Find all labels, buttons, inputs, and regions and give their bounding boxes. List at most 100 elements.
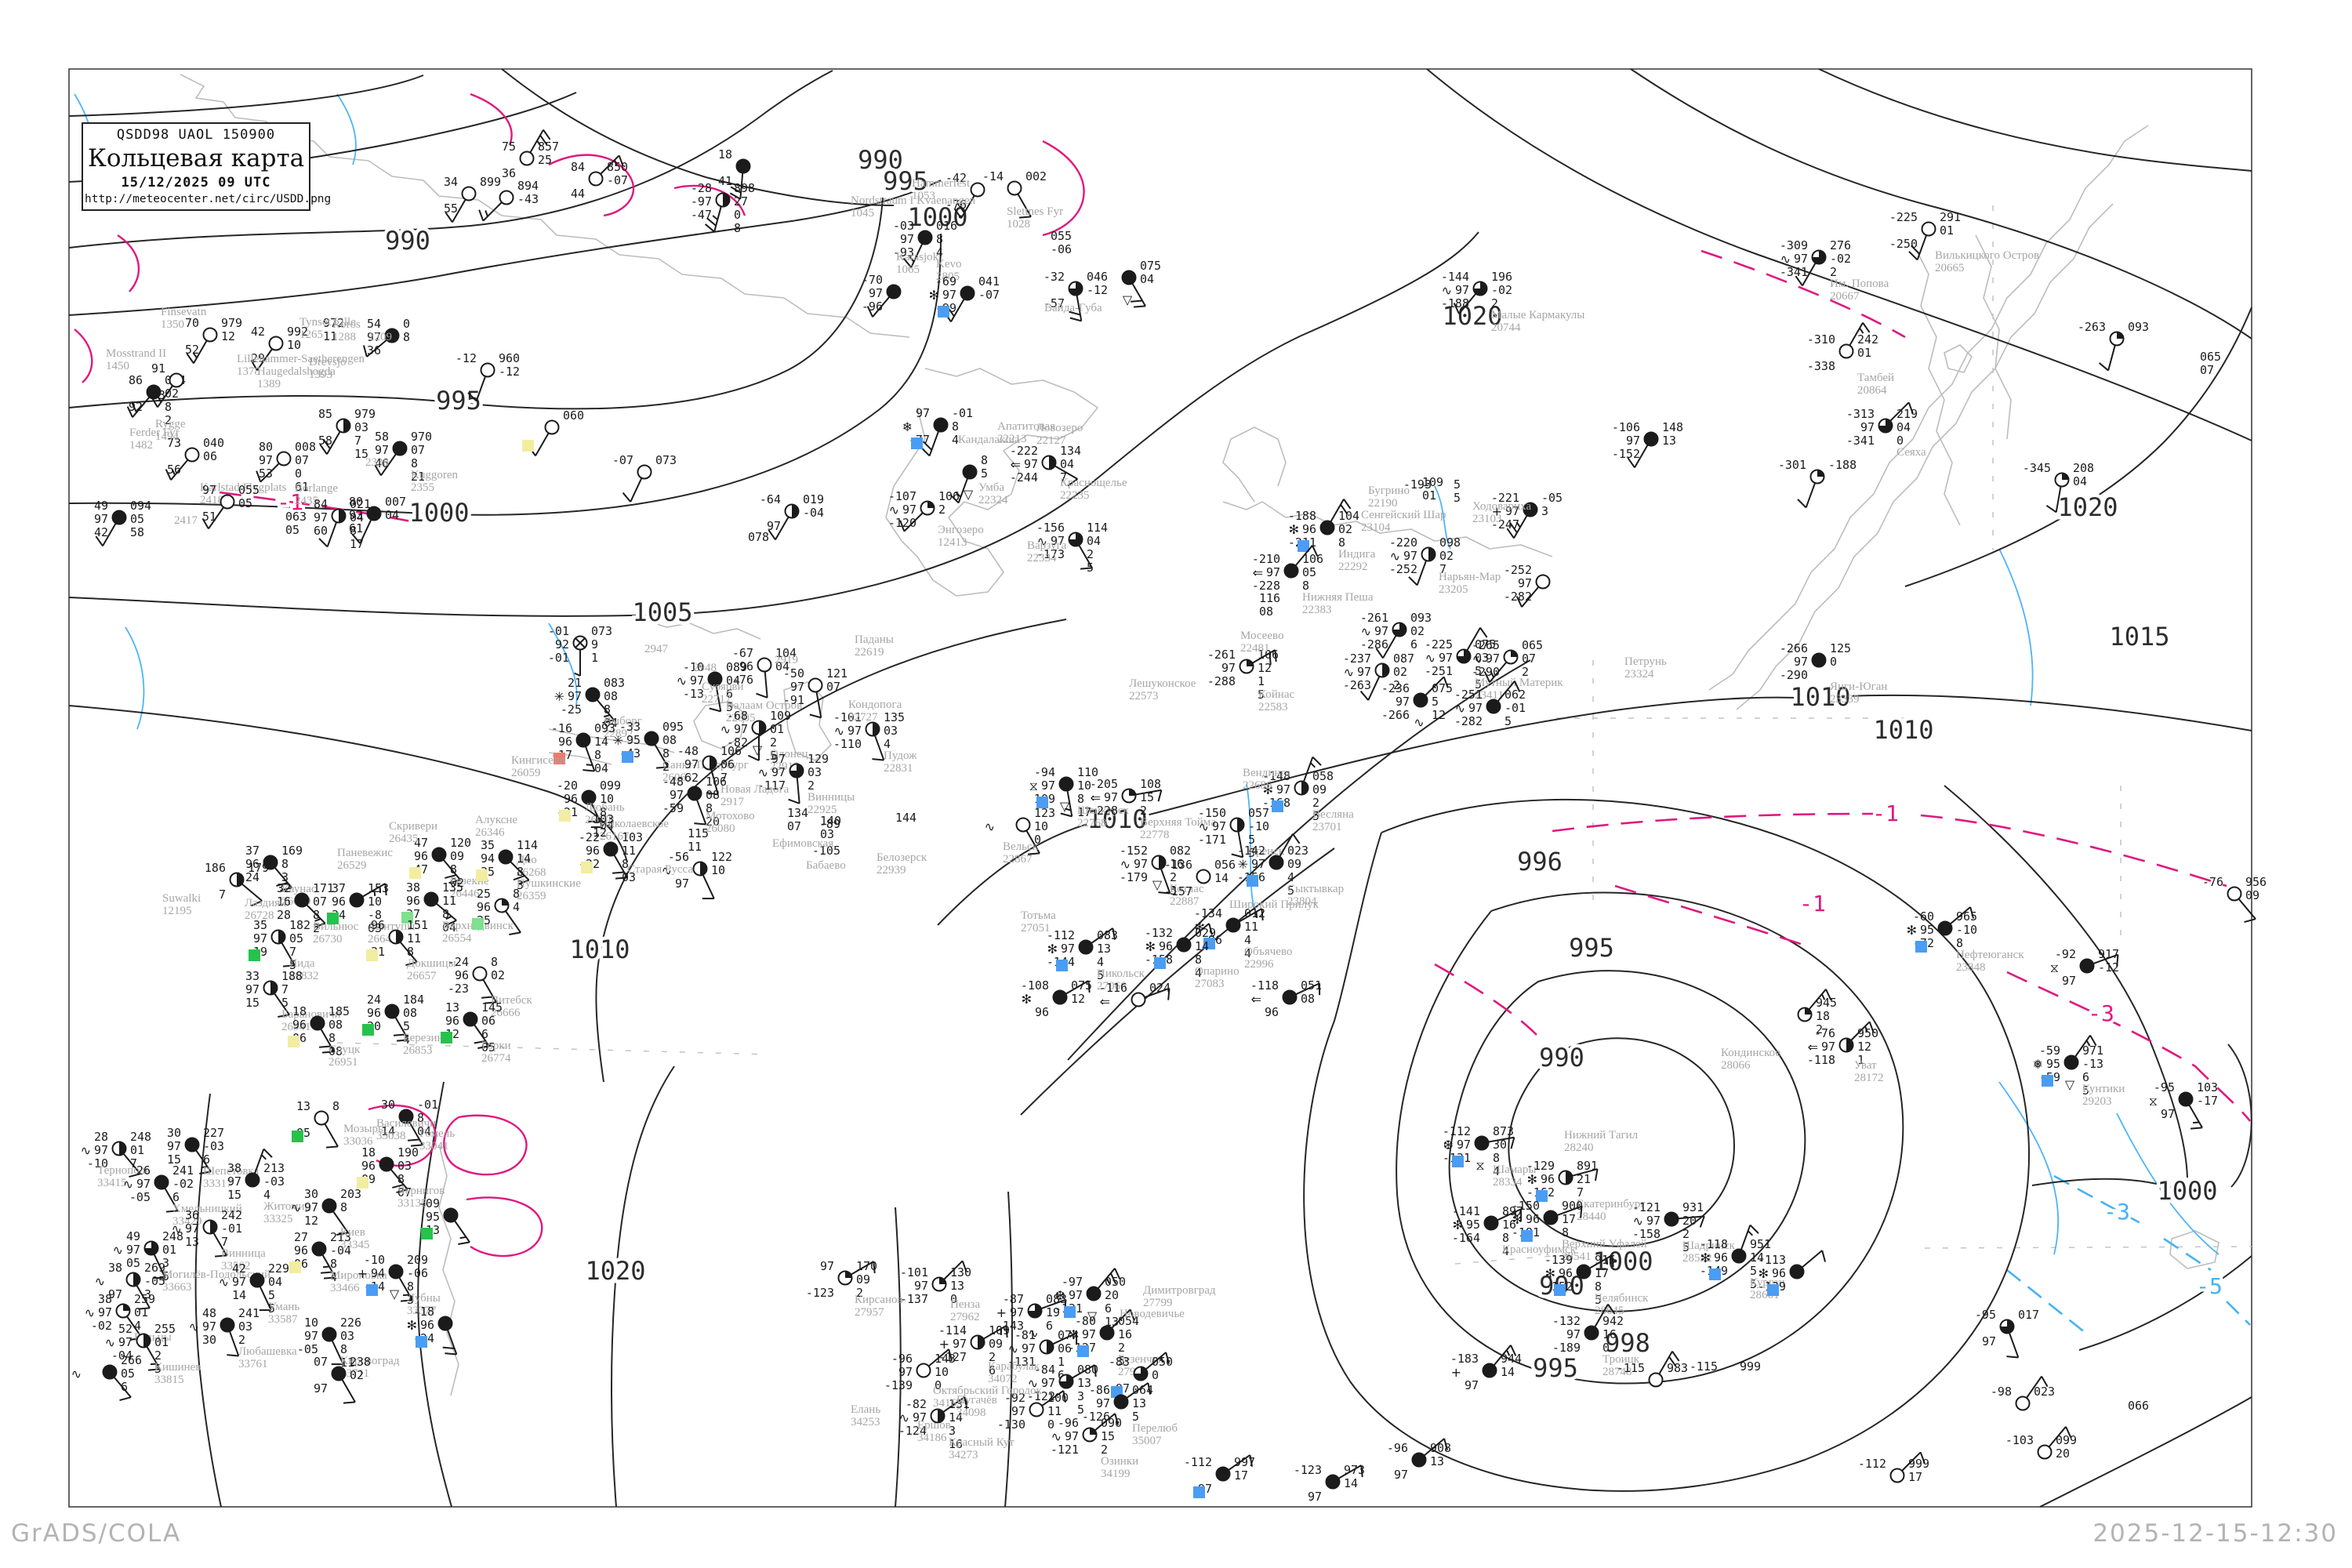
station-right-value: -10 <box>1248 819 1269 833</box>
station-right-value: 3 <box>1077 1389 1084 1403</box>
precip-square-blue <box>622 751 633 763</box>
station-right-value: 11 <box>442 894 456 908</box>
station-index: 28748 <box>1602 1366 1632 1378</box>
cloud-cover-circle <box>637 464 652 480</box>
weather-symbol: ⇐ <box>1011 457 1021 472</box>
wind-barb <box>164 1188 179 1211</box>
station-left-value: 97 <box>1266 565 1280 579</box>
station-left-value: 33 <box>245 969 260 983</box>
precip-square-yellow <box>288 1036 299 1047</box>
station-right-value: 5 <box>289 958 296 972</box>
station-left-value: -131 <box>1007 1355 1036 1369</box>
cloud-cover-circle <box>1648 1372 1664 1388</box>
isotherm-label: -1 <box>277 489 303 515</box>
wind-barb <box>366 339 387 358</box>
wind-barb <box>1054 465 1078 480</box>
place-index: 1378 <box>237 365 260 378</box>
station-left-value: 97 <box>1374 624 1388 638</box>
station-right-value: 8 <box>350 524 357 538</box>
station-right-value: 135 <box>442 880 463 895</box>
wind-barb <box>1228 1454 1250 1471</box>
wind-barb <box>326 522 337 547</box>
station-left-value: -173 <box>1036 547 1065 561</box>
station-right-value: 16 <box>1170 857 1184 871</box>
station-right-value: 01 <box>130 1143 144 1157</box>
station-right-value: 080 <box>1077 1363 1098 1377</box>
wind-barb <box>957 478 968 503</box>
station-right-value: 973 <box>1344 1463 1365 1477</box>
station-right-value: 11 <box>1244 920 1258 934</box>
weather-symbol-low: ▽ <box>2065 1077 2075 1092</box>
station-right-value: 5 <box>1077 1403 1084 1417</box>
station-name: Пудож <box>884 750 917 762</box>
weather-symbol: ⇐ <box>1253 565 1263 580</box>
station-left-value: 97 <box>1082 1327 1096 1341</box>
station-right-value: 983 <box>1667 1361 1688 1375</box>
station-index: 22805 <box>726 712 756 724</box>
station-right-value: 09 <box>450 849 464 863</box>
station-left-value: 97 <box>902 503 916 517</box>
station-left-value: -97 <box>691 194 712 209</box>
station-right-value: 7 <box>354 434 361 448</box>
station-name: Вильнюс <box>313 920 359 933</box>
station-right-value: 8 <box>734 221 741 235</box>
station-right-value: 14 <box>1750 1250 1764 1265</box>
place-index: 33036 <box>343 1135 373 1148</box>
precip-square-yellow <box>581 862 593 873</box>
station-right-value: 0 <box>1896 434 1904 448</box>
station-right-value: 190 <box>397 1145 419 1160</box>
station-left-value: 97 <box>734 722 748 736</box>
station-index: 23848 <box>1956 961 1986 974</box>
wind-barb <box>274 993 290 1015</box>
wind-barb <box>1111 1308 1131 1329</box>
station-plot: 894-43 <box>478 179 539 222</box>
station-right-value: 058 <box>1312 769 1334 783</box>
station-right-value: 8 <box>442 907 449 921</box>
cloud-cover-circle <box>169 372 184 388</box>
station-left-value: -112 <box>1443 1124 1471 1138</box>
station-name: Karlstad Flygplats <box>200 481 287 494</box>
weather-symbol: ∿ <box>1442 283 1452 298</box>
station-right-value: 14 <box>594 735 608 749</box>
station-right-value: 074 <box>1058 1328 1079 1342</box>
place-name: Гомель <box>419 1127 455 1140</box>
place-name: Mosstrand II <box>106 347 166 360</box>
station-plot: -116 024⇐ <box>1099 981 1171 1009</box>
station-left-value: -124 <box>898 1424 927 1438</box>
station-right-value: -01 <box>417 1098 438 1112</box>
precip-square-yellow <box>559 810 571 822</box>
wind-barb <box>1145 1352 1167 1370</box>
station-right-value: 873 <box>1493 1124 1514 1138</box>
station-right-value: 242 <box>1857 332 1878 347</box>
station-right-value: 01 <box>1940 223 1954 238</box>
station-left-value: 97 <box>259 453 273 467</box>
cloud-cover-circle <box>1196 869 1211 884</box>
station-right-value: 055 <box>1051 229 1072 243</box>
station-right-value: 6 <box>1105 1301 1112 1316</box>
place-index: 2919 <box>775 654 798 666</box>
place-name: Karasjok <box>896 251 939 263</box>
isotherm-label: -1 <box>1872 800 1899 826</box>
station-right-value: 073 <box>591 624 612 638</box>
weather-symbol: ∿ <box>1455 701 1465 716</box>
station-right-value: 7 <box>130 1156 137 1171</box>
wind-barb <box>775 517 789 540</box>
precip-square-lgreen <box>472 918 484 930</box>
weather-symbol: ✻ <box>1022 992 1032 1007</box>
station-right-value: 971 <box>2082 1044 2103 1058</box>
station-name: Красноуфимск <box>1502 1243 1577 1256</box>
